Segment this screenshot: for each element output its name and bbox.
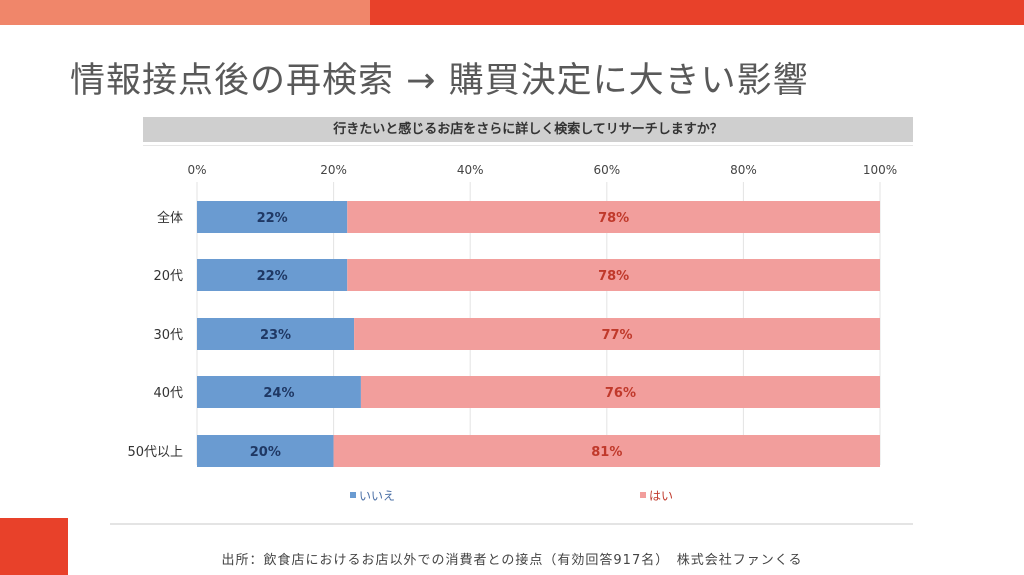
source-note: 出所：飲食店におけるお店以外での消費者との接点（有効回答917名） 株式会社ファ…	[221, 553, 803, 568]
x-tick-label: 0%	[187, 163, 206, 177]
chart-title: 行きたいと感じるお店をさらに詳しく検索してリサーチしますか？	[143, 117, 913, 142]
x-tick-label: 40%	[457, 163, 484, 177]
data-label-yes: 78%	[598, 211, 629, 226]
bar-no	[197, 376, 361, 408]
bar-yes	[360, 376, 880, 408]
bar-no	[197, 435, 334, 467]
bar-yes	[347, 201, 880, 233]
data-label-no: 23%	[260, 328, 291, 343]
bar-yes	[354, 318, 881, 350]
category-label: 全体	[157, 210, 183, 226]
legend-swatch	[350, 492, 356, 498]
footer-divider	[110, 523, 913, 525]
data-label-yes: 81%	[591, 445, 622, 460]
data-label-yes: 77%	[601, 328, 632, 343]
legend-swatch	[640, 492, 646, 498]
data-label-yes: 78%	[598, 269, 629, 284]
data-label-yes: 76%	[605, 386, 636, 401]
x-tick-label: 20%	[320, 163, 347, 177]
data-label-no: 20%	[250, 445, 281, 460]
legend-label: いいえ	[359, 489, 395, 503]
x-tick-label: 80%	[730, 163, 757, 177]
bar-no	[197, 259, 348, 291]
top-accent-bar-right	[370, 0, 1024, 25]
top-accent-bar-left	[0, 0, 370, 25]
corner-accent-block	[0, 518, 68, 575]
x-tick-label: 60%	[593, 163, 620, 177]
bar-no	[197, 201, 348, 233]
legend-label: はい	[649, 489, 673, 503]
bar-no	[197, 318, 355, 350]
data-label-no: 24%	[263, 386, 294, 401]
bar-yes	[347, 259, 880, 291]
data-label-no: 22%	[257, 211, 288, 226]
x-tick-label: 100%	[863, 163, 897, 177]
category-label: 20代	[153, 269, 183, 284]
data-label-no: 22%	[257, 269, 288, 284]
category-label: 40代	[153, 386, 183, 401]
bar-yes	[333, 435, 881, 467]
category-label: 50代以上	[127, 445, 183, 460]
slide-title: 情報接点後の再検索 → 購買決定に大きい影響	[70, 61, 809, 101]
category-label: 30代	[153, 328, 183, 343]
chart-title-divider	[143, 145, 913, 146]
